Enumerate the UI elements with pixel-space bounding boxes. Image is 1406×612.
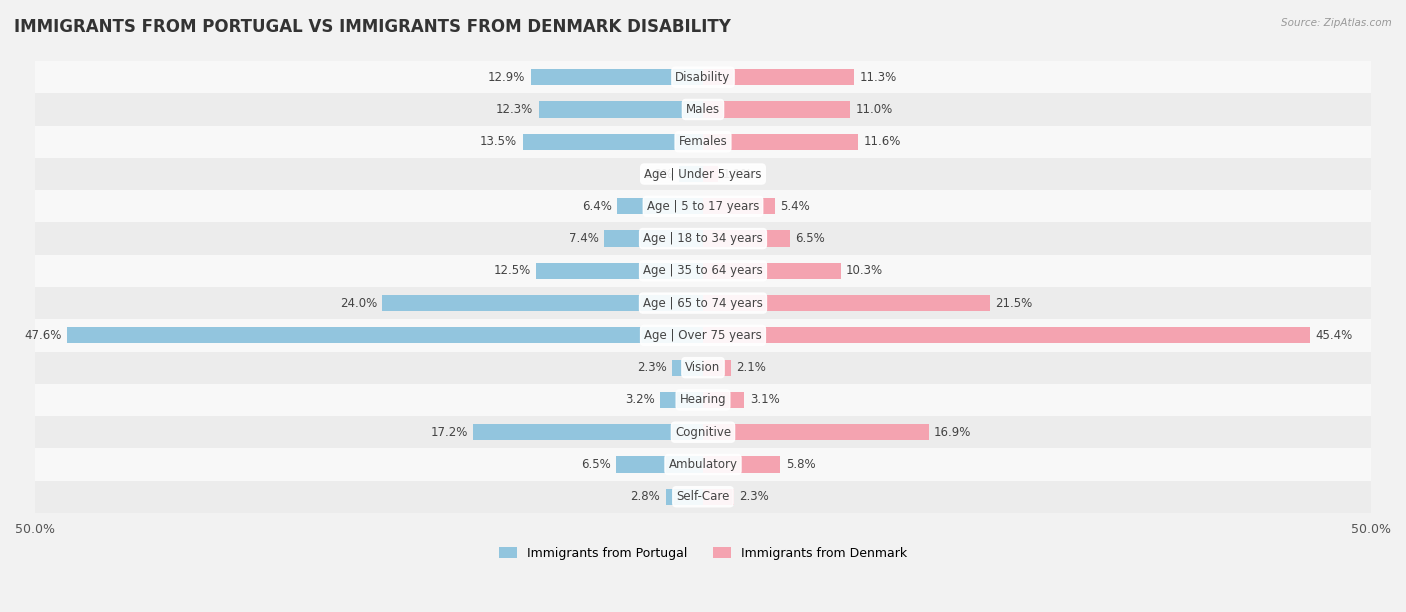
Bar	[35, 190, 1371, 222]
Bar	[665, 488, 703, 505]
Text: Cognitive: Cognitive	[675, 426, 731, 439]
Bar	[35, 94, 1371, 125]
Bar	[703, 166, 717, 182]
Bar	[35, 255, 1371, 287]
Bar	[35, 480, 1371, 513]
Text: 12.5%: 12.5%	[494, 264, 530, 277]
Text: 17.2%: 17.2%	[430, 426, 468, 439]
Bar	[703, 457, 780, 472]
Text: 13.5%: 13.5%	[481, 135, 517, 148]
Bar	[703, 327, 1309, 343]
Bar	[703, 392, 744, 408]
Bar	[35, 222, 1371, 255]
Text: 1.8%: 1.8%	[644, 168, 673, 181]
Text: 2.3%: 2.3%	[740, 490, 769, 503]
Text: Disability: Disability	[675, 71, 731, 84]
Bar	[35, 125, 1371, 158]
Bar	[703, 295, 990, 311]
Text: 12.3%: 12.3%	[496, 103, 533, 116]
Text: 2.8%: 2.8%	[630, 490, 661, 503]
Text: 6.5%: 6.5%	[796, 232, 825, 245]
Bar	[703, 198, 775, 214]
Text: 11.6%: 11.6%	[863, 135, 901, 148]
Bar	[35, 384, 1371, 416]
Text: Vision: Vision	[685, 361, 721, 374]
Text: Age | 18 to 34 years: Age | 18 to 34 years	[643, 232, 763, 245]
Text: 5.8%: 5.8%	[786, 458, 815, 471]
Bar	[661, 392, 703, 408]
Text: 11.0%: 11.0%	[855, 103, 893, 116]
Text: 7.4%: 7.4%	[569, 232, 599, 245]
Text: Age | Under 5 years: Age | Under 5 years	[644, 168, 762, 181]
Bar	[382, 295, 703, 311]
Text: Source: ZipAtlas.com: Source: ZipAtlas.com	[1281, 18, 1392, 28]
Bar	[617, 198, 703, 214]
Text: 12.9%: 12.9%	[488, 71, 526, 84]
Bar	[703, 102, 851, 118]
Bar	[67, 327, 703, 343]
Bar	[703, 133, 858, 150]
Text: IMMIGRANTS FROM PORTUGAL VS IMMIGRANTS FROM DENMARK DISABILITY: IMMIGRANTS FROM PORTUGAL VS IMMIGRANTS F…	[14, 18, 731, 36]
Bar	[616, 457, 703, 472]
Bar	[605, 231, 703, 247]
Text: 3.2%: 3.2%	[626, 394, 655, 406]
Text: Males: Males	[686, 103, 720, 116]
Bar	[35, 158, 1371, 190]
Bar	[703, 360, 731, 376]
Bar	[672, 360, 703, 376]
Text: Age | 5 to 17 years: Age | 5 to 17 years	[647, 200, 759, 213]
Bar	[679, 166, 703, 182]
Text: 45.4%: 45.4%	[1315, 329, 1353, 342]
Bar	[35, 449, 1371, 480]
Text: 5.4%: 5.4%	[780, 200, 810, 213]
Bar	[536, 263, 703, 279]
Bar	[35, 416, 1371, 449]
Text: 2.3%: 2.3%	[637, 361, 666, 374]
Text: 47.6%: 47.6%	[24, 329, 62, 342]
Text: 10.3%: 10.3%	[846, 264, 883, 277]
Legend: Immigrants from Portugal, Immigrants from Denmark: Immigrants from Portugal, Immigrants fro…	[494, 542, 912, 565]
Bar	[703, 488, 734, 505]
Text: Age | 65 to 74 years: Age | 65 to 74 years	[643, 297, 763, 310]
Bar	[523, 133, 703, 150]
Bar	[703, 263, 841, 279]
Bar	[35, 61, 1371, 94]
Text: 24.0%: 24.0%	[340, 297, 377, 310]
Text: 2.1%: 2.1%	[737, 361, 766, 374]
Text: 21.5%: 21.5%	[995, 297, 1033, 310]
Text: 11.3%: 11.3%	[859, 71, 897, 84]
Text: Age | Over 75 years: Age | Over 75 years	[644, 329, 762, 342]
Bar	[474, 424, 703, 440]
Text: 1.1%: 1.1%	[723, 168, 754, 181]
Text: Hearing: Hearing	[679, 394, 727, 406]
Bar	[35, 287, 1371, 319]
Bar	[35, 319, 1371, 351]
Bar	[703, 424, 929, 440]
Text: 6.5%: 6.5%	[581, 458, 610, 471]
Text: 6.4%: 6.4%	[582, 200, 612, 213]
Text: Ambulatory: Ambulatory	[668, 458, 738, 471]
Text: Females: Females	[679, 135, 727, 148]
Text: Self-Care: Self-Care	[676, 490, 730, 503]
Text: 16.9%: 16.9%	[934, 426, 972, 439]
Bar	[538, 102, 703, 118]
Text: Age | 35 to 64 years: Age | 35 to 64 years	[643, 264, 763, 277]
Text: 3.1%: 3.1%	[749, 394, 779, 406]
Bar	[35, 351, 1371, 384]
Bar	[530, 69, 703, 85]
Bar	[703, 69, 853, 85]
Bar	[703, 231, 790, 247]
